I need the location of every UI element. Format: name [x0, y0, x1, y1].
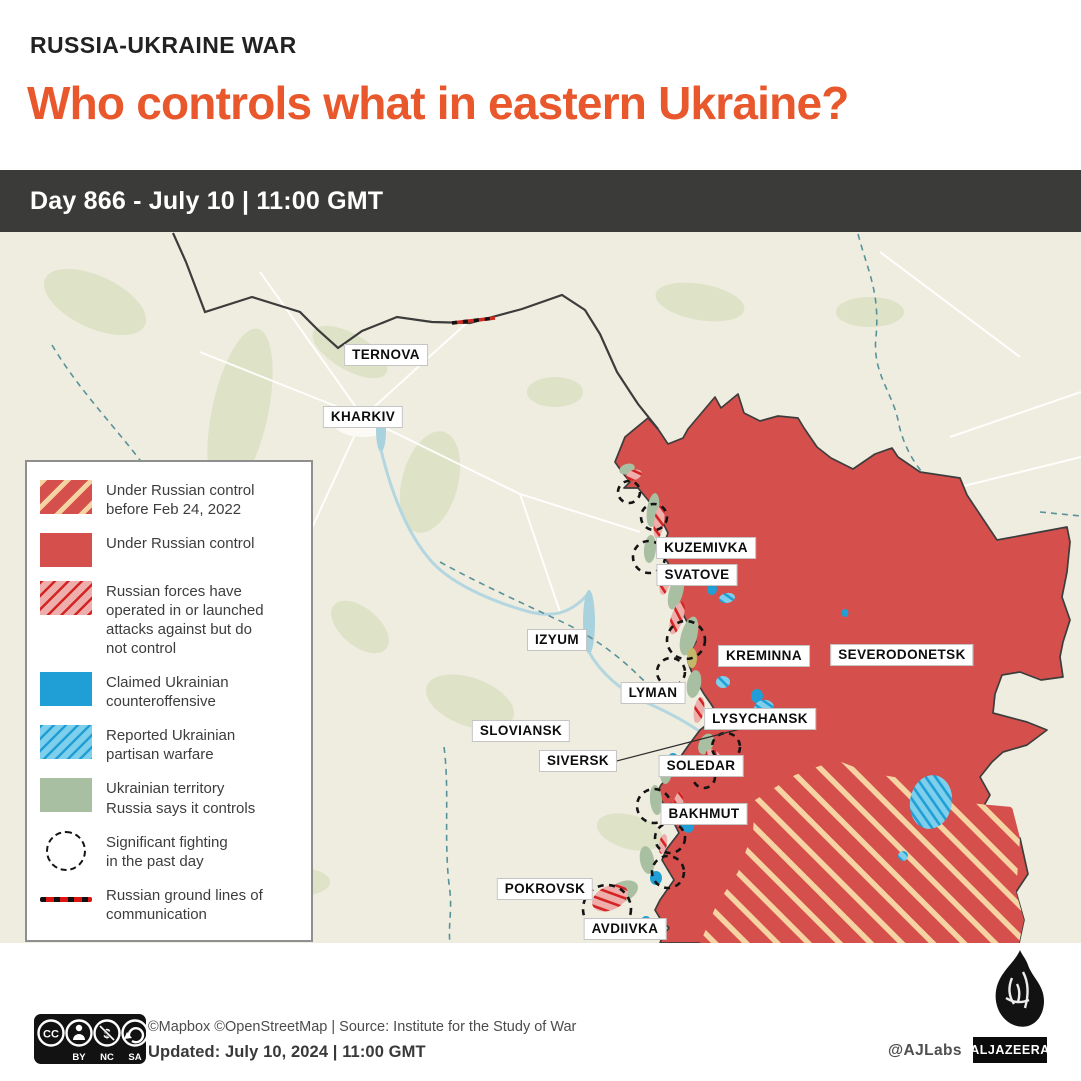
legend-swatch-hatch-blue [40, 725, 92, 760]
legend-label: Significant fighting in the past day [106, 833, 228, 870]
aljazeera-logo-icon [995, 950, 1044, 1027]
ajlabs-handle: @AJLabs [888, 1042, 962, 1059]
legend-item: Reported Ukrainian partisan warfare [40, 724, 301, 764]
legend-swatch-hatch-red-cream [40, 480, 92, 514]
legend-label: Ukrainian territory Russia says it contr… [106, 780, 256, 817]
cc-license-badge: CC $ BY NC SA [34, 1014, 147, 1064]
map-graphic [0, 232, 1081, 944]
legend-swatch-comm-line [40, 896, 92, 902]
fighting-circles [581, 479, 742, 935]
legend-item: Claimed Ukrainian counteroffensive [40, 671, 301, 711]
legend-item: Russian ground lines of communication [40, 884, 301, 924]
legend-label: Under Russian control [106, 535, 255, 553]
legend-swatch-solid-blue [40, 672, 92, 707]
page-title: Who controls what in eastern Ukraine? [27, 77, 849, 129]
legend-label: Russian ground lines of communication [106, 886, 263, 923]
legend-swatch-dashed-circle [46, 830, 86, 871]
legend-label: Reported Ukrainian partisan warfare [106, 727, 236, 764]
legend-label: Claimed Ukrainian counteroffensive [106, 674, 229, 711]
legend-item: Ukrainian territory Russia says it contr… [40, 777, 301, 817]
cc-icon: CC [43, 1029, 59, 1041]
nc-label: NC [100, 1052, 114, 1063]
day-bar: Day 866 - July 10 | 11:00 GMT [0, 170, 1081, 232]
legend-list: Under Russian control before Feb 24, 202… [40, 479, 301, 924]
legend-item: Significant fighting in the past day [40, 830, 301, 871]
legend-swatch-solid-red [40, 533, 92, 568]
siversk-leader-line [604, 726, 749, 765]
nc-icon: $ [93, 1019, 121, 1047]
legend-label: Under Russian control before Feb 24, 202… [106, 482, 255, 519]
updated-text: Updated: July 10, 2024 | 11:00 GMT [148, 1043, 426, 1061]
aljazeera-wordmark: ALJAZEERA [970, 1037, 1049, 1063]
map-attribution: ©Mapbox ©OpenStreetMap | Source: Institu… [148, 1019, 577, 1035]
legend-swatch-hatch-pink-red [40, 581, 92, 616]
sa-label: SA [128, 1052, 141, 1063]
international-border [171, 232, 659, 430]
legend-item: Under Russian control before Feb 24, 202… [40, 479, 301, 519]
legend-swatch-solid-green [40, 778, 92, 813]
legend-label: Russian forces have operated in or launc… [106, 583, 264, 658]
kicker: RUSSIA-UKRAINE WAR [30, 32, 297, 58]
roads [199, 251, 1081, 653]
legend-item: Russian forces have operated in or launc… [40, 580, 301, 658]
legend-item: Under Russian control [40, 532, 301, 568]
sa-icon [121, 1019, 147, 1047]
map [0, 232, 1081, 944]
day-bar-text: Day 866 - July 10 | 11:00 GMT [30, 186, 384, 215]
map-legend: Under Russian control before Feb 24, 202… [25, 460, 313, 942]
by-icon [65, 1019, 93, 1047]
by-label: BY [72, 1052, 86, 1063]
